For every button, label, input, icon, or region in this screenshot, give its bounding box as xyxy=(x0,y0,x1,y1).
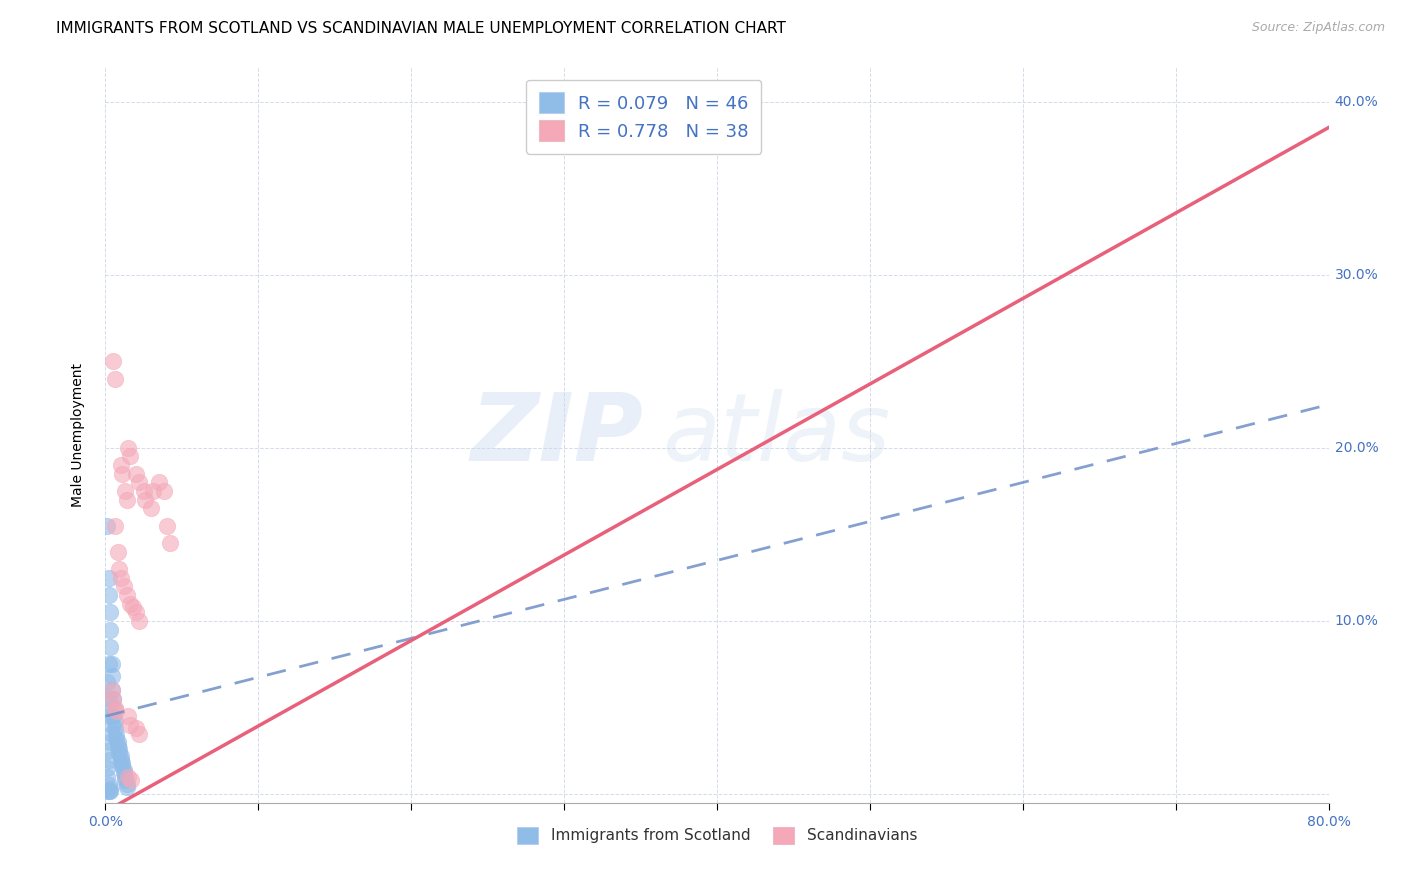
Point xyxy=(98,783,121,797)
Point xyxy=(110,571,132,585)
Point xyxy=(117,770,139,784)
Point xyxy=(104,371,127,385)
Point xyxy=(105,704,128,718)
Point xyxy=(118,597,141,611)
Point xyxy=(108,562,131,576)
Point xyxy=(115,492,138,507)
Point xyxy=(111,756,134,770)
Point xyxy=(111,759,134,773)
Y-axis label: Male Unemployment: Male Unemployment xyxy=(70,363,84,507)
Point xyxy=(100,683,122,698)
Point xyxy=(152,484,174,499)
Text: 20.0%: 20.0% xyxy=(1334,441,1378,455)
Point xyxy=(100,718,122,732)
Point xyxy=(125,722,148,736)
Point xyxy=(100,657,122,672)
Point xyxy=(104,714,127,729)
Point xyxy=(100,669,122,683)
Point xyxy=(105,726,128,740)
Point xyxy=(125,605,148,619)
Point xyxy=(112,763,135,777)
Point xyxy=(100,683,122,698)
Point xyxy=(118,450,141,464)
Point xyxy=(134,492,156,507)
Point xyxy=(132,484,155,499)
Point xyxy=(114,484,136,499)
Point xyxy=(101,700,124,714)
Legend: Immigrants from Scotland, Scandinavians: Immigrants from Scotland, Scandinavians xyxy=(510,821,924,850)
Point xyxy=(107,545,129,559)
Text: 10.0%: 10.0% xyxy=(1334,614,1379,628)
Point xyxy=(115,588,138,602)
Point xyxy=(97,657,120,672)
Text: Source: ZipAtlas.com: Source: ZipAtlas.com xyxy=(1251,21,1385,34)
Point xyxy=(98,640,121,654)
Point xyxy=(96,744,118,758)
Text: atlas: atlas xyxy=(662,389,890,481)
Point xyxy=(159,536,181,550)
Point xyxy=(104,518,127,533)
Point xyxy=(128,614,150,628)
Point xyxy=(125,467,148,481)
Point xyxy=(115,777,138,791)
Point xyxy=(97,571,120,585)
Point xyxy=(97,752,120,766)
Point xyxy=(114,773,136,788)
Point xyxy=(101,692,124,706)
Point xyxy=(112,579,135,593)
Text: IMMIGRANTS FROM SCOTLAND VS SCANDINAVIAN MALE UNEMPLOYMENT CORRELATION CHART: IMMIGRANTS FROM SCOTLAND VS SCANDINAVIAN… xyxy=(56,21,786,36)
Point xyxy=(142,484,165,499)
Point xyxy=(104,722,127,736)
Point xyxy=(114,770,136,784)
Point xyxy=(97,779,120,793)
Point xyxy=(112,766,135,780)
Point xyxy=(148,475,170,490)
Point xyxy=(110,458,132,472)
Point xyxy=(98,623,121,637)
Point xyxy=(120,773,142,788)
Point xyxy=(97,783,120,797)
Point xyxy=(128,726,150,740)
Point xyxy=(97,692,120,706)
Point xyxy=(96,674,118,689)
Text: 40.0%: 40.0% xyxy=(1334,95,1378,109)
Point xyxy=(96,770,118,784)
Point xyxy=(122,600,145,615)
Point xyxy=(118,718,141,732)
Point xyxy=(105,731,128,746)
Point xyxy=(101,354,124,368)
Point xyxy=(96,761,118,775)
Text: ZIP: ZIP xyxy=(471,389,644,481)
Point xyxy=(141,501,163,516)
Point xyxy=(115,780,138,795)
Point xyxy=(101,692,124,706)
Point xyxy=(108,742,131,756)
Point xyxy=(155,518,177,533)
Point xyxy=(100,726,122,740)
Point xyxy=(108,746,131,760)
Point xyxy=(117,709,139,723)
Point xyxy=(110,749,132,764)
Point xyxy=(97,588,120,602)
Point xyxy=(98,605,121,619)
Point xyxy=(98,735,121,749)
Point xyxy=(101,709,124,723)
Point xyxy=(98,781,121,796)
Point xyxy=(96,518,118,533)
Point xyxy=(117,441,139,455)
Point xyxy=(107,739,129,753)
Point xyxy=(104,700,127,714)
Point xyxy=(128,475,150,490)
Point xyxy=(96,783,118,797)
Text: 30.0%: 30.0% xyxy=(1334,268,1378,282)
Point xyxy=(110,752,132,766)
Point xyxy=(98,709,121,723)
Point xyxy=(111,467,134,481)
Point xyxy=(107,735,129,749)
